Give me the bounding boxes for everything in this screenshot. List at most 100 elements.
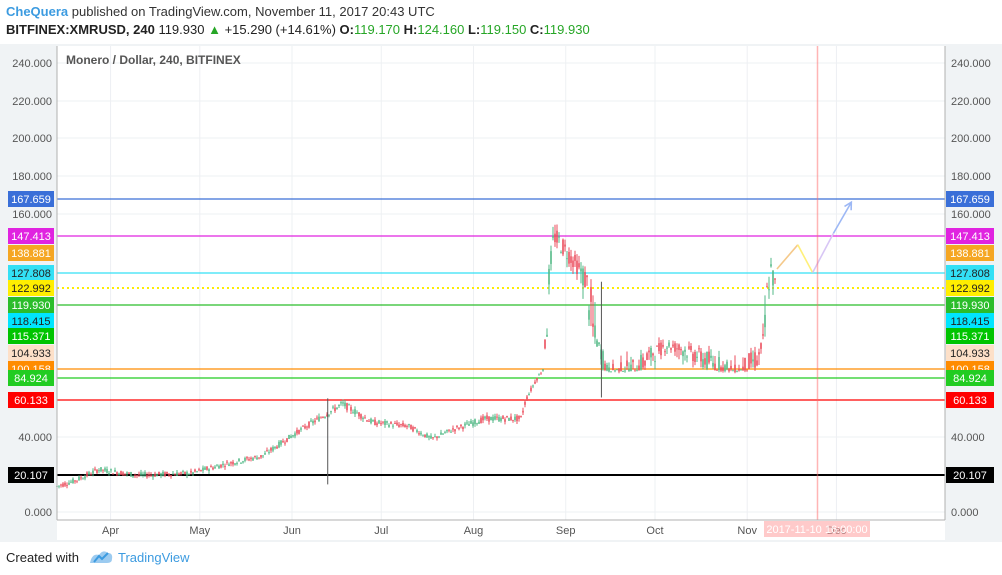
candle-body [732, 370, 734, 372]
candle-body [236, 462, 238, 465]
candle-body [122, 472, 124, 476]
candle-body [330, 411, 332, 413]
level-tag-label: 20.107 [953, 470, 987, 482]
chart-area[interactable]: Monero / Dollar, 240, BITFINEX Apr May Jun… [0, 44, 1002, 542]
level-tag-label: 60.133 [14, 395, 48, 407]
candle-body [416, 430, 418, 432]
candle-body [348, 404, 350, 406]
candle-body [70, 481, 72, 483]
candle-body [304, 426, 306, 429]
candle-body [460, 424, 462, 427]
candle-body [712, 362, 714, 367]
candle-body [702, 359, 704, 368]
candle-body [188, 474, 190, 476]
candle-body [130, 472, 132, 477]
candle-body [654, 361, 656, 363]
candle-body [428, 436, 430, 438]
candle-body [456, 426, 458, 428]
candle-body [134, 475, 136, 477]
candle-body [222, 463, 224, 466]
candle-body [544, 339, 546, 349]
level-tag [946, 467, 994, 483]
candle-body [214, 466, 216, 469]
candle-body [412, 426, 414, 432]
candle-body [306, 426, 308, 428]
candle-body [728, 369, 730, 372]
candle-body [766, 286, 768, 288]
candle-body [160, 473, 162, 477]
candle-body [476, 423, 478, 425]
level-tag [946, 392, 994, 408]
cursor-time-label: 2017-11-10 16:00:00 [766, 524, 867, 536]
candle-body [660, 342, 662, 356]
author-link[interactable]: CheQuera [6, 4, 69, 19]
y-tick-label-right: 0.000 [951, 507, 979, 519]
candle-body [678, 344, 680, 350]
candle-body [570, 256, 572, 263]
candle-body [356, 412, 358, 414]
candle-body [534, 381, 536, 384]
candle-body [64, 482, 66, 486]
candle-body [250, 457, 252, 459]
candle-body [276, 446, 278, 449]
level-tag-label: 119.930 [12, 300, 51, 312]
tradingview-logo-icon[interactable] [88, 547, 114, 567]
candle-body [92, 470, 94, 474]
candle-body [734, 364, 736, 373]
candle-body [392, 425, 394, 427]
y-tick-label-left: 180.000 [12, 171, 52, 183]
candle-body [722, 367, 724, 371]
candle-body [418, 433, 420, 435]
level-tag [8, 370, 54, 386]
candle-body [760, 343, 762, 349]
candle-body [312, 420, 314, 424]
level-tag [8, 328, 54, 344]
candle-body [572, 260, 574, 267]
tradingview-link[interactable]: TradingView [118, 550, 190, 565]
candle-body [614, 370, 616, 372]
y-tick-label-left: 40.000 [18, 432, 52, 444]
candle-body [724, 365, 726, 372]
candle-body [152, 475, 154, 478]
candle-body [126, 472, 128, 474]
level-tag-label: 115.371 [951, 331, 990, 343]
candle-body [682, 351, 684, 357]
symbol-line: BITFINEX:XMRUSD, 240 119.930 ▲ +15.290 (… [6, 22, 590, 37]
candle-body [574, 254, 576, 261]
candle-body [352, 412, 354, 414]
candle-body [650, 347, 652, 358]
candle-body [394, 422, 396, 424]
candle-body [110, 469, 112, 471]
candle-body [74, 480, 76, 482]
candle-body [562, 239, 564, 255]
candle-body [582, 268, 584, 286]
candle-body [300, 428, 302, 430]
candle-body [676, 348, 678, 350]
candle-body [88, 472, 90, 475]
candle-body [96, 469, 98, 473]
candle-body [424, 434, 426, 438]
candle-body [494, 416, 496, 420]
candle-body [426, 433, 428, 438]
level-tag [946, 280, 994, 296]
price-chart[interactable]: Monero / Dollar, 240, BITFINEX Apr May Jun… [0, 44, 1002, 542]
candle-body [258, 457, 260, 459]
projection-arrows [776, 200, 853, 274]
candle-body [260, 455, 262, 458]
candle-body [362, 417, 364, 420]
candle-body [720, 367, 722, 371]
candle-body [370, 418, 372, 424]
candle-body [176, 472, 178, 476]
candle-body [224, 466, 226, 468]
candle-body [240, 462, 242, 464]
level-tag [8, 313, 54, 329]
candle-body [758, 352, 760, 355]
candle-body [138, 474, 140, 476]
candle-body [248, 459, 250, 461]
y-tick-label-right: 220.000 [951, 96, 991, 108]
plot-area [57, 46, 945, 520]
x-axis-band [57, 520, 945, 540]
candle-body [402, 422, 404, 427]
candle-body [232, 461, 234, 465]
level-tag-label: 167.659 [11, 194, 51, 206]
